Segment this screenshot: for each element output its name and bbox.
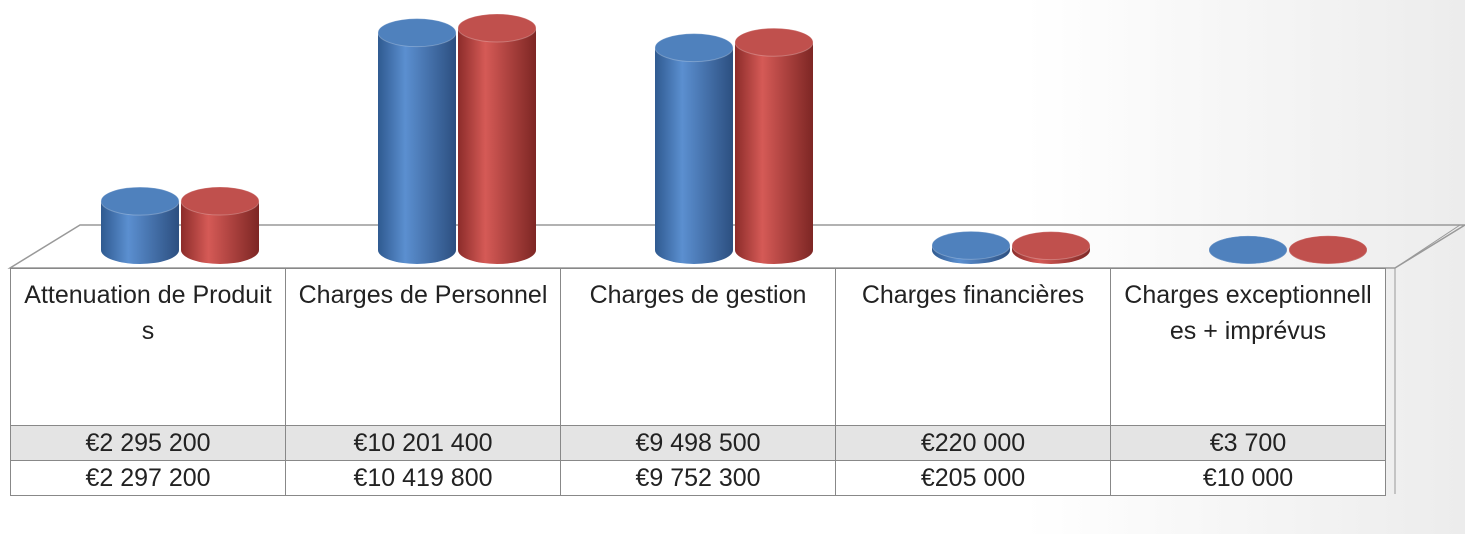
cylinder-body <box>735 42 813 250</box>
cylinder-top <box>180 186 260 216</box>
cylinder <box>1208 235 1288 265</box>
cylinder-body <box>378 32 456 251</box>
cylinder-top <box>1288 235 1368 265</box>
category-label: Charges de gestion <box>560 268 836 426</box>
cylinder <box>931 230 1011 264</box>
category-label: Charges exceptionnelles + imprévus <box>1110 268 1386 426</box>
category-label: Attenuation de Produits <box>10 268 286 426</box>
floor-edge <box>1394 224 1461 269</box>
cylinder <box>1011 231 1091 264</box>
value-label: €3 700 <box>1110 425 1386 461</box>
cylinder-body <box>458 28 536 250</box>
cylinder <box>100 186 180 264</box>
value-label: €205 000 <box>835 460 1111 496</box>
value-label: €2 295 200 <box>10 425 286 461</box>
cylinder-top <box>100 186 180 216</box>
data-table: Attenuation de Produits Charges de Person… <box>10 268 1386 496</box>
cylinder <box>457 13 537 264</box>
cylinder <box>654 33 734 264</box>
value-label: €2 297 200 <box>10 460 286 496</box>
cylinders <box>100 13 1368 265</box>
value-label: €10 201 400 <box>285 425 561 461</box>
value-row: €2 295 200 €10 201 400 €9 498 500 €220 000 €… <box>10 425 1386 461</box>
cylinder-top <box>931 230 1011 260</box>
category-row: Attenuation de Produits Charges de Person… <box>10 268 1386 426</box>
cylinder <box>180 186 260 264</box>
value-label: €9 752 300 <box>560 460 836 496</box>
category-label: Charges financières <box>835 268 1111 426</box>
value-row: €2 297 200 €10 419 800 €9 752 300 €205 000 €… <box>10 460 1386 496</box>
category-label: Charges de Personnel <box>285 268 561 426</box>
value-label: €220 000 <box>835 425 1111 461</box>
cylinder-top <box>377 18 457 48</box>
cylinder <box>734 27 814 264</box>
cylinder-top <box>457 13 537 43</box>
value-label: €10 419 800 <box>285 460 561 496</box>
cylinder-top <box>654 33 734 63</box>
cylinder-top <box>734 27 814 57</box>
cylinder-body <box>655 47 733 250</box>
cylinder <box>1288 235 1368 265</box>
cylinder <box>377 18 457 264</box>
cylinder-top <box>1208 235 1288 265</box>
value-label: €10 000 <box>1110 460 1386 496</box>
value-label: €9 498 500 <box>560 425 836 461</box>
cylinder-top <box>1011 231 1091 261</box>
